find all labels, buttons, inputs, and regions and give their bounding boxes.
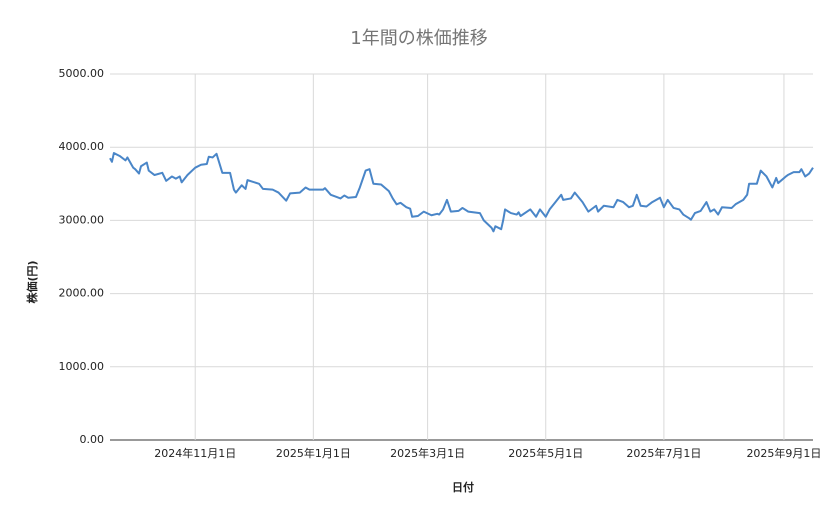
chart-title: 1年間の株価推移 <box>350 28 487 49</box>
y-tick-label: 0.00 <box>80 433 105 446</box>
y-tick-label: 3000.00 <box>59 213 105 226</box>
y-tick-label: 1000.00 <box>59 360 105 373</box>
x-axis-title: 日付 <box>452 480 474 494</box>
y-axis-title: 株価(円) <box>25 260 39 303</box>
x-tick-label: 2025年3月1日 <box>390 446 465 460</box>
x-tick-label: 2025年7月1日 <box>626 446 701 460</box>
y-tick-label: 4000.00 <box>59 140 105 153</box>
x-tick-label: 2025年9月1日 <box>746 446 821 460</box>
y-tick-label: 5000.00 <box>59 67 105 80</box>
y-tick-label: 2000.00 <box>59 287 105 300</box>
x-tick-label: 2025年1月1日 <box>276 446 351 460</box>
x-tick-label: 2025年5月1日 <box>508 446 583 460</box>
x-tick-label: 2024年11月1日 <box>154 446 236 460</box>
line <box>109 152 814 233</box>
